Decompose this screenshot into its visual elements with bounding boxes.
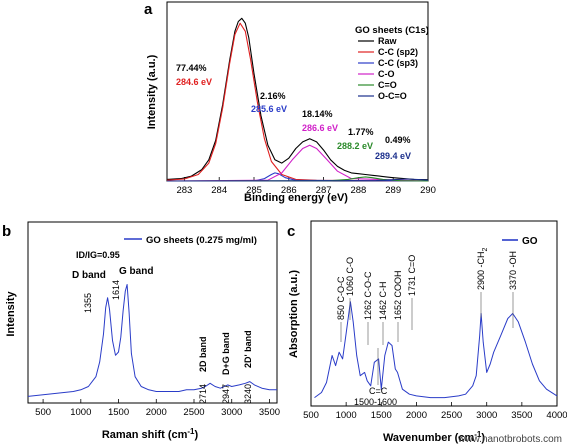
annotation-a-8: 288.2 eV — [337, 141, 373, 151]
annotation-b-2714: 2714 — [198, 384, 208, 404]
annotation-c-cc: C=C — [369, 386, 388, 396]
x-axis-b: 500 1000 1500 2000 2500 3000 3500 — [35, 399, 280, 418]
panel-b: b 500 1000 1500 2000 2500 3000 3500 Raman shif… — [2, 221, 280, 441]
y-axis-label-b: Intensity — [5, 291, 17, 337]
x-tick-label-a-2: 285 — [246, 185, 262, 196]
annotation-b-1614: 1614 — [111, 280, 121, 300]
panel-letter-a: a — [144, 1, 153, 18]
x-axis-a: 283 284 285 286 287 288 289 290 — [176, 177, 436, 196]
x-tick-label-c-2: 1500 — [371, 410, 392, 421]
series-b — [27, 284, 277, 397]
annotation-c-1731: 1731 C=O — [407, 255, 417, 296]
legend-label-a-2: C-C (sp3) — [378, 58, 418, 68]
legend-label-a-3: C-O — [378, 69, 395, 79]
annotation-a-7: 1.77% — [348, 127, 374, 137]
ratio-label-b: ID/IG=0.95 — [76, 250, 120, 260]
x-tick-label-c-1: 1000 — [336, 410, 357, 421]
x-tick-label-a-7: 290 — [420, 185, 436, 196]
x-axis-label-b: Raman shift (cm-1) — [102, 427, 199, 441]
x-tick-label-a-5: 288 — [350, 185, 366, 196]
annotation-a-4: 285.6 eV — [251, 104, 287, 114]
x-axis-label-c: Wavenumber (cm-1) — [383, 430, 485, 444]
x-tick-label-c-3: 2000 — [406, 410, 427, 421]
x-tick-label-a-4: 287 — [316, 185, 332, 196]
plot-frame-b — [27, 221, 278, 404]
annotation-b-1355: 1355 — [83, 293, 93, 313]
legend-label-a-0: Raw — [378, 36, 398, 46]
annotation-c-3370: 3370 -OH — [508, 251, 518, 290]
annotation-b-g-band: G band — [119, 266, 153, 277]
annotation-a-10: 289.4 eV — [375, 151, 411, 161]
x-tick-label-b-3: 2000 — [146, 407, 167, 418]
annotation-c-2900: 2900 -CH2 — [476, 247, 489, 290]
annotation-c-1262: 1262 C-O-C — [363, 271, 373, 320]
legend-label-c: GO — [522, 236, 538, 247]
annotation-a-5: 18.14% — [302, 109, 333, 119]
legend-label-a-5: O-C=O — [378, 91, 407, 101]
panel-letter-c: c — [287, 223, 295, 240]
x-tick-label-b-1: 1000 — [70, 407, 91, 418]
x-tick-label-b-0: 500 — [35, 407, 51, 418]
annotation-a-3: 2.16% — [260, 91, 286, 101]
x-tick-label-b-2: 1500 — [108, 407, 129, 418]
x-tick-label-c-4: 2500 — [441, 410, 462, 421]
x-tick-label-b-6: 3500 — [259, 407, 280, 418]
annotation-b-2947: 2947 — [221, 384, 231, 404]
series-a — [166, 17, 429, 182]
annotation-b-d-band: D band — [72, 270, 106, 281]
x-tick-label-b-4: 2500 — [183, 407, 204, 418]
series-line-b-0 — [27, 284, 277, 397]
panel-c: c 500 1000 1500 2000 2500 3000 3500 4000 Wavenu… — [287, 220, 567, 444]
annotation-c-1462: 1462 C-H — [378, 281, 388, 320]
series-line-a-3 — [166, 144, 429, 182]
x-tick-label-c-5: 3000 — [476, 410, 497, 421]
plot-frame-c — [310, 220, 558, 407]
series-c — [314, 301, 558, 399]
annotation-b-dg-band: D+G band — [221, 332, 231, 375]
legend-label-b: GO sheets (0.275 mg/ml) — [146, 235, 257, 246]
watermark: www.nanotbrobots.com — [457, 434, 562, 445]
series-line-a-1 — [166, 22, 429, 182]
annotation-b-3240: 3240 — [243, 384, 253, 404]
annotation-b-2dp-band: 2D' band — [243, 330, 253, 368]
annotation-a-2: 284.6 eV — [176, 77, 212, 87]
legend-label-a-1: C-C (sp2) — [378, 47, 418, 57]
x-tick-label-a-6: 289 — [385, 185, 401, 196]
x-tick-label-a-3: 286 — [281, 185, 297, 196]
annotation-b-2d-band: 2D band — [198, 336, 208, 372]
x-tick-label-a-0: 283 — [176, 185, 192, 196]
series-line-c-0 — [314, 301, 558, 399]
legend-title-a: GO sheets (C1s) — [355, 25, 429, 36]
x-tick-label-c-0: 500 — [303, 410, 319, 421]
series-line-a-5 — [166, 178, 429, 182]
x-axis-label-a: Binding energy (eV) — [244, 192, 348, 204]
y-axis-label-c: Absorption (a.u.) — [288, 270, 300, 358]
panel-a: a 283 284 285 286 287 288 289 290 Binding energ… — [144, 1, 436, 204]
x-tick-label-c-6: 3500 — [511, 410, 532, 421]
annotation-guides-c — [340, 292, 514, 385]
y-axis-label-a: Intensity (a.u.) — [146, 54, 158, 129]
x-axis-c: 500 1000 1500 2000 2500 3000 3500 4000 — [303, 402, 567, 421]
panel-letter-b: b — [2, 223, 11, 240]
x-tick-label-a-1: 284 — [211, 185, 227, 196]
annotation-c-850: 850 C-O-C — [336, 276, 346, 320]
annotation-c-cc-range: 1500-1600 — [354, 397, 397, 407]
annotation-c-1652: 1652 COOH — [393, 270, 403, 320]
annotation-c-1060: 1060 C-O — [345, 257, 355, 296]
annotation-a-9: 0.49% — [385, 135, 411, 145]
legend-label-a-4: C=O — [378, 80, 397, 90]
x-tick-label-c-7: 4000 — [546, 410, 567, 421]
x-tick-label-b-5: 3000 — [221, 407, 242, 418]
annotation-a-1: 77.44% — [176, 63, 207, 73]
annotation-a-6: 286.6 eV — [302, 123, 338, 133]
